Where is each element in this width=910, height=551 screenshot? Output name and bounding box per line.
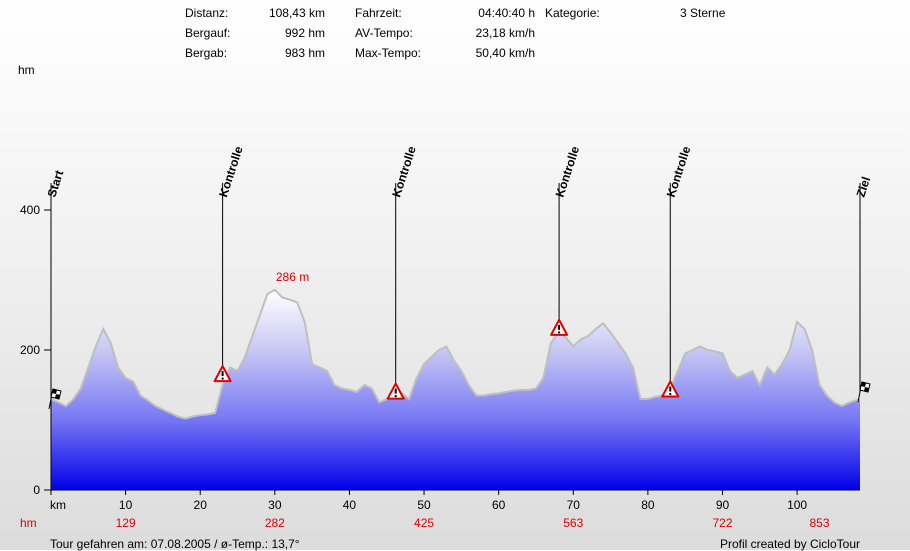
y-tick-label: 200: [20, 343, 40, 357]
y-axis-ticks: 0 200 400: [20, 203, 51, 497]
stat-label-distance: Distanz:: [185, 6, 229, 20]
route-marker-label: Kontrolle: [553, 144, 583, 199]
x-tick-label: 30: [268, 498, 282, 512]
warning-triangle-icon: [661, 380, 680, 398]
x-tick-label: 40: [343, 498, 357, 512]
x-tick-label: 60: [492, 498, 506, 512]
route-marker: Kontrolle: [386, 144, 419, 400]
stat-label-max-speed: Max-Tempo:: [355, 46, 422, 60]
cumulative-climb-value: 853: [809, 516, 829, 530]
route-marker: Kontrolle: [213, 144, 246, 383]
cumulative-climb-row-label: hm: [20, 516, 37, 530]
route-marker-label: Ziel: [854, 175, 874, 199]
cumulative-climb-value: 722: [712, 516, 732, 530]
cumulative-climb-value: 282: [265, 516, 285, 530]
stat-label-climb: Bergauf:: [185, 26, 231, 40]
checkered-flag-icon: [857, 381, 871, 403]
stat-value-descent: 983 hm: [284, 46, 325, 60]
cumulative-climb-value: 425: [414, 516, 434, 530]
route-marker: Kontrolle: [550, 144, 583, 336]
stat-label-ride-time: Fahrzeit:: [355, 6, 402, 20]
x-tick-label: 70: [567, 498, 581, 512]
route-marker-label: Kontrolle: [664, 144, 694, 199]
x-tick-label: 50: [417, 498, 431, 512]
stat-value-avg-speed: 23,18 km/h: [475, 26, 535, 40]
stat-label-avg-speed: AV-Tempo:: [355, 26, 413, 40]
route-marker-label: Kontrolle: [389, 144, 419, 199]
x-tick-label: 90: [716, 498, 730, 512]
x-tick-label: 80: [641, 498, 655, 512]
stat-value-category: 3 Sterne: [680, 6, 726, 20]
warning-triangle-icon: [213, 365, 232, 383]
cumulative-climb-value: 563: [563, 516, 583, 530]
route-marker: Start: [45, 169, 67, 410]
elevation-outline: [50, 288, 861, 420]
cumulative-climb-values: 129 282 425 563 722 853: [116, 516, 830, 530]
route-marker-label: Kontrolle: [216, 144, 246, 199]
checkered-flag-icon: [48, 388, 62, 410]
warning-triangle-icon: [550, 318, 569, 336]
y-tick-label: 0: [33, 483, 40, 497]
stat-label-descent: Bergab:: [185, 46, 228, 60]
x-axis-unit-label: km: [50, 498, 66, 512]
stat-value-ride-time: 04:40:40 h: [478, 6, 535, 20]
x-axis-ticks: 10 20 30 40 50 60 70 80 90 100: [119, 490, 807, 512]
tour-info-footer: Tour gefahren am: 07.08.2005 / ø-Temp.: …: [50, 537, 300, 551]
route-marker: Ziel: [854, 175, 874, 403]
x-tick-label: 100: [787, 498, 807, 512]
stat-value-max-speed: 50,40 km/h: [475, 46, 535, 60]
credits-footer: Profil created by CicloTour: [719, 537, 860, 551]
stat-value-climb: 992 hm: [284, 26, 325, 40]
x-tick-label: 20: [194, 498, 208, 512]
cumulative-climb-value: 129: [116, 516, 136, 530]
route-marker-label: Start: [45, 169, 67, 199]
max-elevation-label: 286 m: [276, 270, 309, 284]
x-tick-label: 10: [119, 498, 133, 512]
elevation-area: [51, 289, 860, 490]
stat-value-distance: 108,43 km: [268, 6, 325, 20]
stat-label-category: Kategorie:: [545, 6, 600, 20]
warning-triangle-icon: [386, 382, 405, 400]
y-axis-unit-label: hm: [18, 63, 35, 77]
y-tick-label: 400: [20, 203, 40, 217]
